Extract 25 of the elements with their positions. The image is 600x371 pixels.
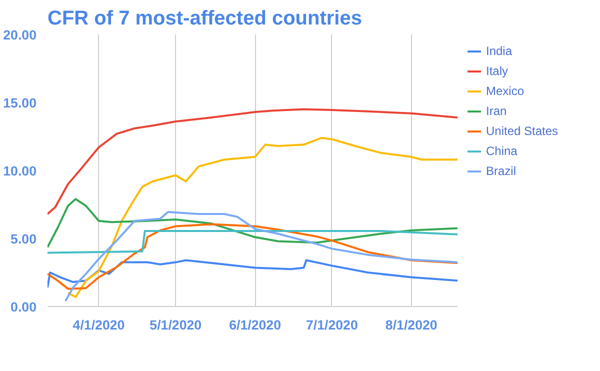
y-tick-label: 10.00 (3, 164, 37, 178)
legend-label: India (486, 44, 512, 58)
x-tick-label: 5/1/2020 (150, 318, 202, 332)
legend-label: Mexico (486, 84, 524, 98)
line-series (48, 198, 458, 248)
y-tick-label: 5.00 (10, 232, 37, 246)
legend-label: Italy (486, 64, 508, 78)
line-series (48, 259, 458, 288)
line-series (64, 210, 458, 302)
x-tick-label: 7/1/2020 (306, 318, 358, 332)
line-series (67, 136, 458, 298)
chart-title: CFR of 7 most-affected countries (48, 8, 362, 30)
legend-label: China (486, 144, 518, 158)
legend-label: Iran (486, 104, 507, 118)
x-tick-label: 6/1/2020 (229, 318, 282, 332)
legend-label: Brazil (486, 164, 516, 178)
line-series (48, 230, 458, 254)
y-tick-label: 15.00 (3, 96, 37, 110)
legend-label: United States (486, 124, 558, 138)
y-tick-label: 0.00 (10, 300, 37, 314)
x-tick-label: 8/1/2020 (385, 318, 438, 332)
line-series (48, 108, 458, 216)
x-tick-label: 4/1/2020 (72, 318, 125, 332)
line-series (48, 223, 458, 290)
y-tick-label: 20.00 (3, 28, 37, 42)
